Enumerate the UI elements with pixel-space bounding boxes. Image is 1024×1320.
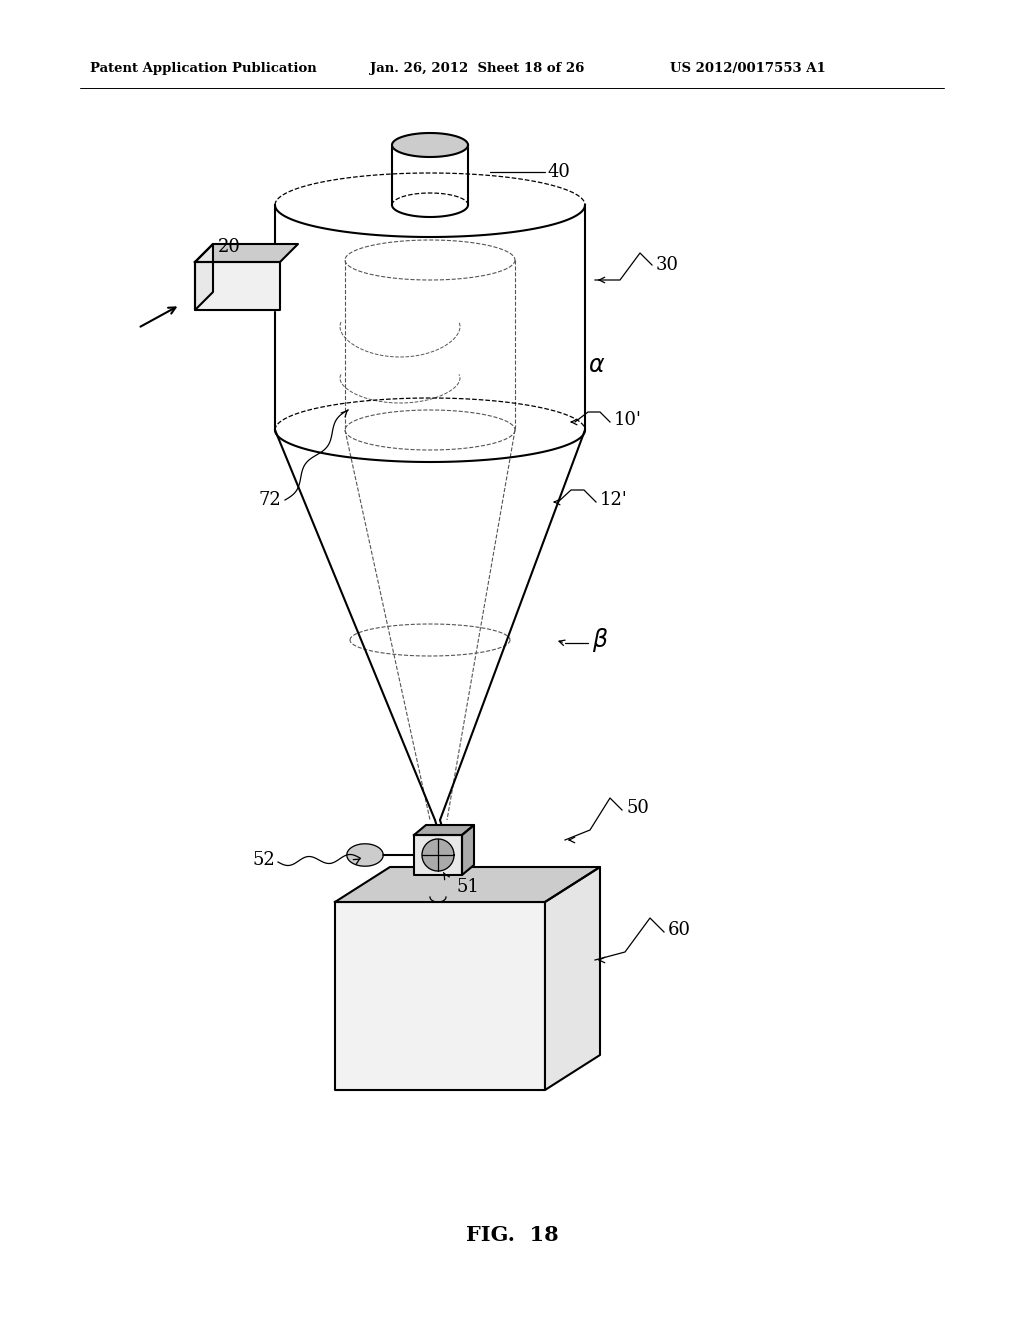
Text: $\alpha$: $\alpha$ xyxy=(588,354,605,376)
Polygon shape xyxy=(462,825,474,875)
Polygon shape xyxy=(392,133,468,157)
Polygon shape xyxy=(414,836,462,875)
Text: Patent Application Publication: Patent Application Publication xyxy=(90,62,316,75)
Polygon shape xyxy=(195,261,280,310)
Text: 40: 40 xyxy=(548,162,570,181)
Polygon shape xyxy=(422,840,454,871)
Polygon shape xyxy=(545,867,600,1090)
Text: 51: 51 xyxy=(456,878,479,896)
Text: 52: 52 xyxy=(252,851,274,869)
Polygon shape xyxy=(195,244,298,261)
Polygon shape xyxy=(335,867,600,902)
Text: $\beta$: $\beta$ xyxy=(592,626,608,653)
Text: US 2012/0017553 A1: US 2012/0017553 A1 xyxy=(670,62,825,75)
Text: 72: 72 xyxy=(258,491,281,510)
Text: 30: 30 xyxy=(656,256,679,275)
Text: 60: 60 xyxy=(668,921,691,939)
Text: 10': 10' xyxy=(614,411,642,429)
Text: Jan. 26, 2012  Sheet 18 of 26: Jan. 26, 2012 Sheet 18 of 26 xyxy=(370,62,585,75)
Text: 12': 12' xyxy=(600,491,628,510)
Polygon shape xyxy=(347,843,383,866)
Text: 20: 20 xyxy=(218,238,241,256)
Text: 50: 50 xyxy=(626,799,649,817)
Polygon shape xyxy=(335,902,545,1090)
Polygon shape xyxy=(414,825,474,836)
Polygon shape xyxy=(195,244,213,310)
Text: FIG.  18: FIG. 18 xyxy=(466,1225,558,1245)
